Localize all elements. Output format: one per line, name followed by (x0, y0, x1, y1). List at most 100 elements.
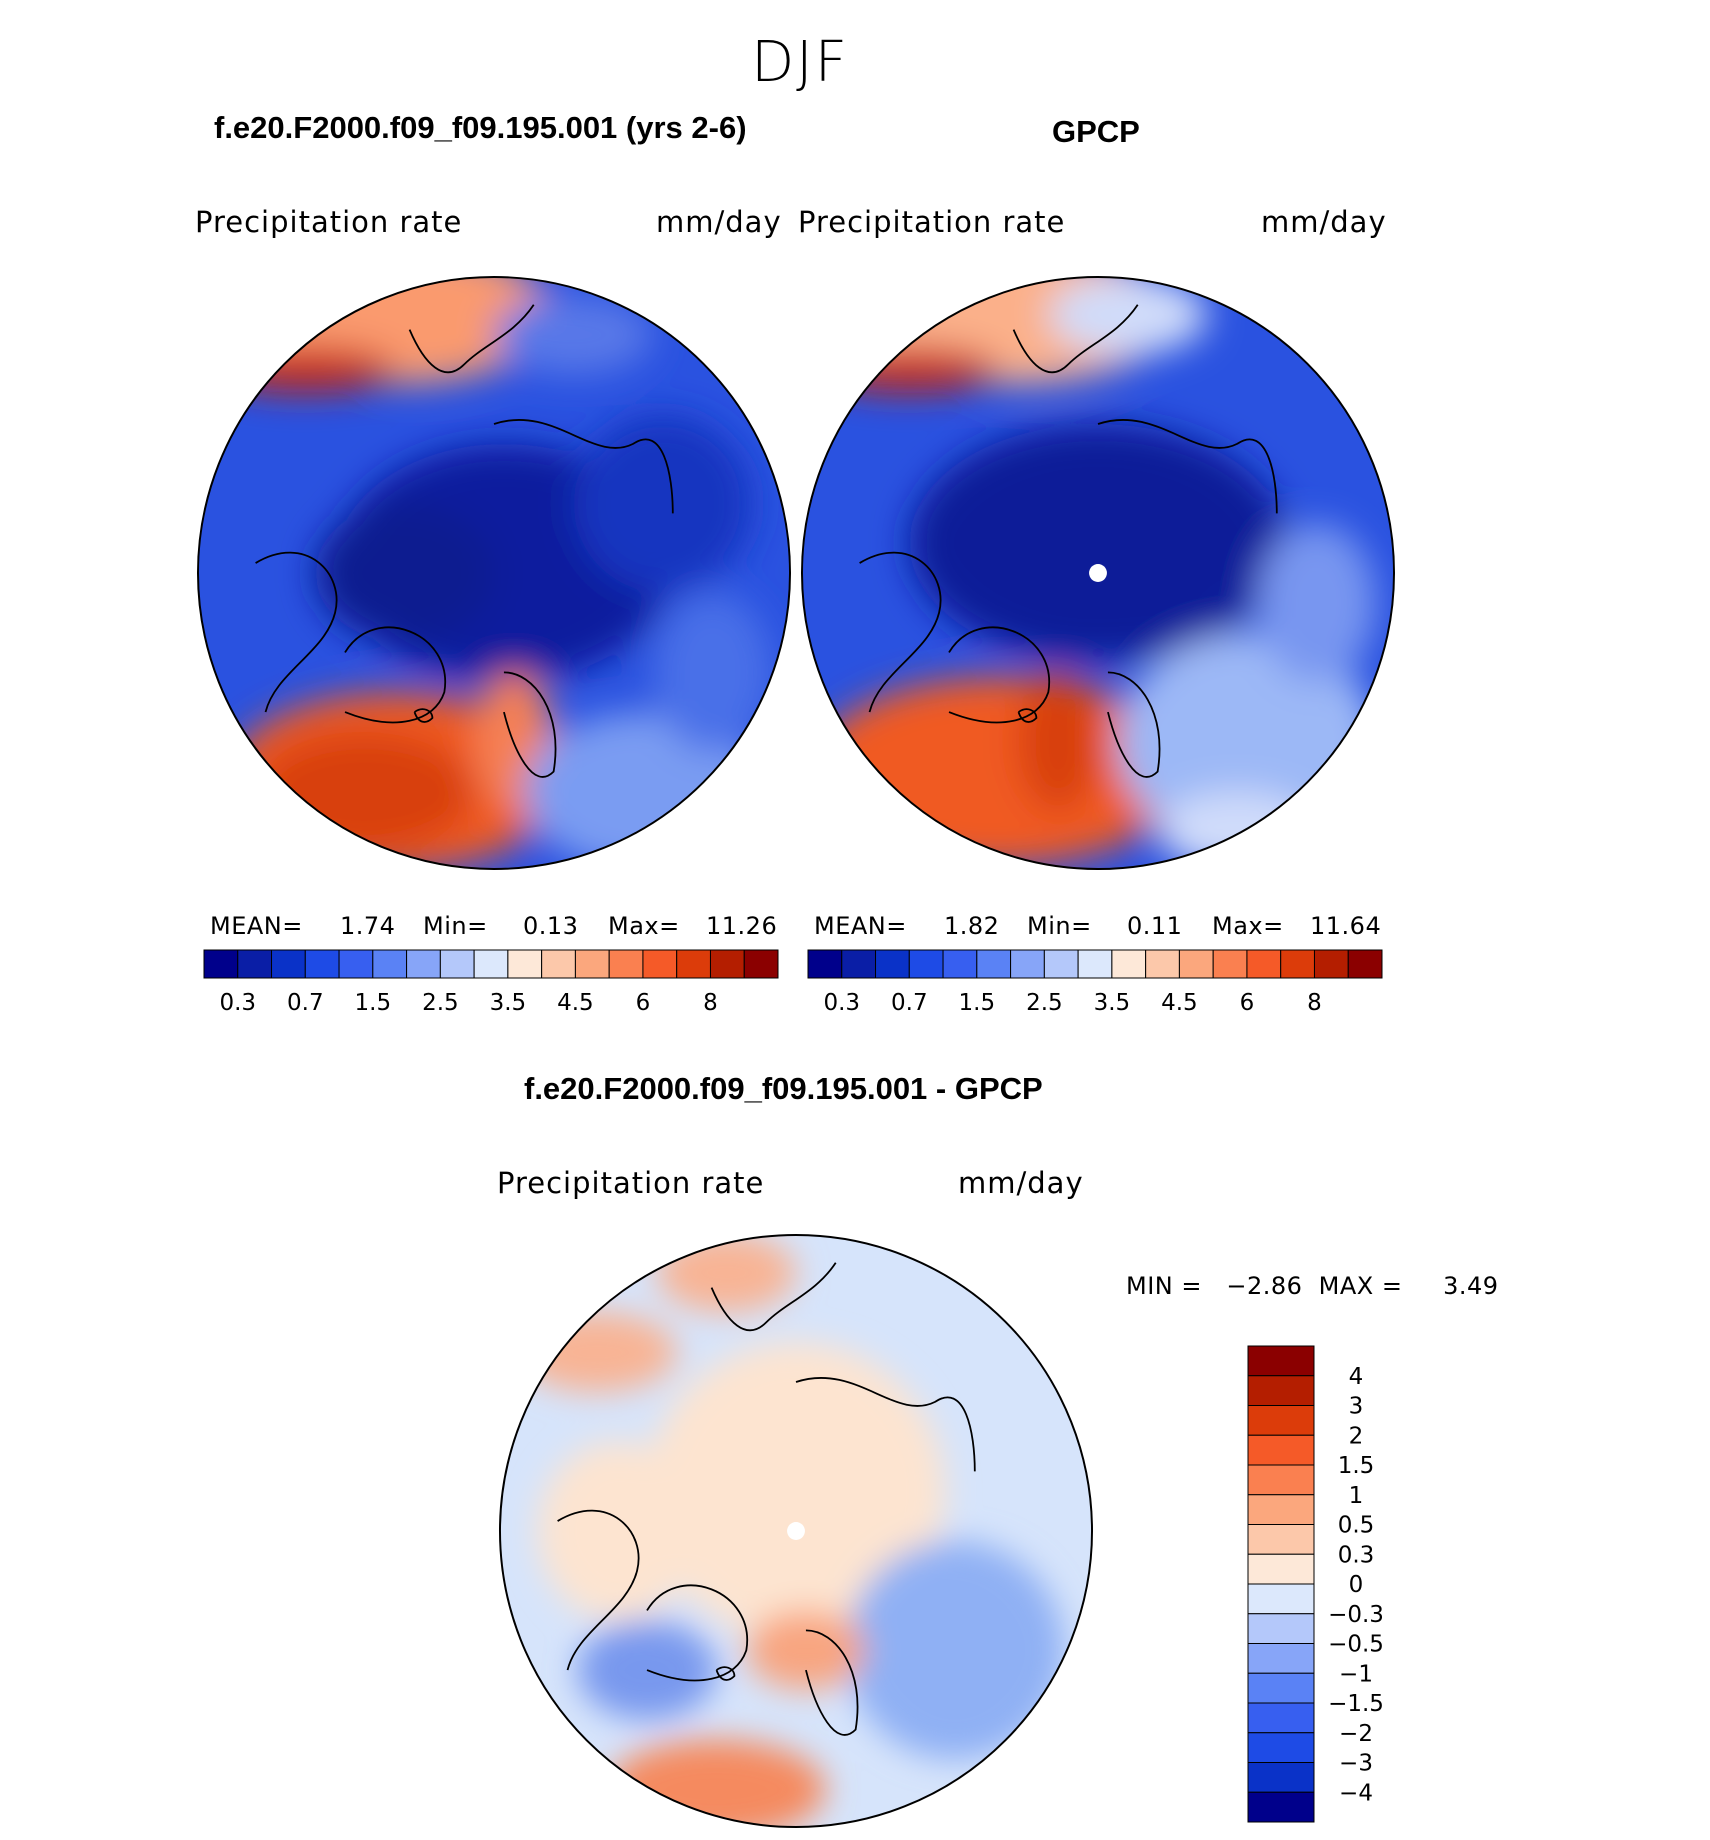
polar-map-obs (800, 275, 1396, 871)
colorbar-tick-label: 0.7 (891, 990, 928, 1016)
colorbar-swatch (1178, 949, 1214, 979)
colorbar-swatch (473, 949, 509, 979)
colorbar-swatch (1010, 949, 1045, 979)
colorbar-tick-label: 3.5 (1094, 990, 1131, 1016)
field-canada-positive (537, 1441, 697, 1621)
field-northpacific-core (215, 347, 395, 392)
field-northpacific-core (819, 347, 999, 392)
colorbar-swatch (743, 949, 779, 979)
colorbar-model: 0.3 0.7 1.5 2.5 3.5 4.5 6 8 (203, 949, 779, 1016)
coastline-iceland (413, 708, 434, 723)
colorbar-swatch (1247, 1375, 1315, 1406)
colorbar-tick-label: 2.5 (422, 990, 459, 1016)
field-natlantic-core (1018, 672, 1098, 812)
units-label-obs: mm/day (1261, 205, 1387, 239)
colorbar-swatch (1247, 1762, 1315, 1793)
coastline-siberia (493, 418, 674, 514)
colorbar-swatch (271, 949, 306, 979)
colorbar-swatch (1043, 949, 1079, 979)
min-label: Min= (423, 912, 488, 940)
colorbar-swatch (1247, 1672, 1315, 1704)
colorbar-tick-label: 1.5 (959, 990, 996, 1016)
coastline-canada (859, 551, 942, 713)
colorbar-swatch (976, 949, 1012, 979)
colorbar-swatch (709, 949, 745, 979)
coastline-canada (255, 551, 338, 713)
colorbar-tick-label: −2 (1339, 1721, 1373, 1747)
coastline-siberia (1097, 418, 1278, 514)
colorbar-swatch (372, 949, 408, 979)
variable-label-model: Precipitation rate (195, 205, 463, 239)
coastline-greenland (344, 626, 447, 724)
polar-map-model (196, 275, 792, 871)
coastline-scandinavia (1107, 671, 1161, 778)
colorbar-tick-label: −3 (1339, 1751, 1373, 1777)
colorbar-swatch (1247, 1732, 1315, 1763)
colorbar-swatch (875, 949, 910, 979)
colorbar-swatch (1280, 949, 1315, 979)
colorbar-tick-label: 0.3 (823, 990, 860, 1016)
colorbar-swatch (1313, 949, 1349, 979)
colorbar-swatch (1247, 1613, 1315, 1644)
colorbar-tick-label: 8 (703, 990, 718, 1016)
colorbar-swatch (1347, 949, 1383, 979)
coastline-iceland (715, 1666, 736, 1681)
colorbar-swatch (439, 949, 475, 979)
coastline-alaska (1012, 304, 1139, 374)
colorbar-swatch (807, 949, 843, 979)
colorbar-tick-label: 2.5 (1026, 990, 1063, 1016)
min-label: Min= (1027, 912, 1092, 940)
field-europe-negative (845, 1540, 1065, 1760)
colorbar-swatch (507, 949, 543, 979)
colorbar-tick-label: 2 (1349, 1423, 1364, 1449)
colorbar-tick-label: 4.5 (557, 990, 594, 1016)
colorbar-tick-label: 4.5 (1161, 990, 1198, 1016)
colorbar-swatch (203, 949, 239, 979)
max-label: Max= (1212, 912, 1284, 940)
field-alaska-positive (656, 1234, 796, 1313)
colorbar-swatch (1145, 949, 1180, 979)
max-label: Max= (608, 912, 680, 940)
mean-label: MEAN= (814, 912, 907, 940)
field-canada-low (315, 503, 494, 643)
polar-map-diff (498, 1233, 1094, 1829)
panel-title-model: f.e20.F2000.f09_f09.195.001 (yrs 2-6) (214, 110, 747, 145)
coastline-alaska (408, 304, 535, 374)
colorbar-swatch (1247, 1524, 1315, 1555)
field-arctic-core (909, 424, 1287, 663)
season-title: DJF (751, 30, 849, 95)
colorbar-swatch (338, 949, 374, 979)
colorbar-tick-label: 0.3 (219, 990, 256, 1016)
colorbar-swatch (1247, 1643, 1315, 1674)
map-boundary (196, 275, 792, 871)
colorbar-tick-label: 8 (1307, 990, 1322, 1016)
colorbar-swatch (1212, 949, 1248, 979)
field-natlantic-core (255, 731, 475, 852)
colorbar-swatch (1247, 1345, 1315, 1377)
field-beringia (494, 294, 653, 375)
coastline-canada (557, 1509, 640, 1671)
field-natlantic-positive (607, 1739, 826, 1828)
coastline-greenland (646, 1584, 749, 1682)
coastline-scandinavia (805, 1629, 859, 1736)
colorbar-swatch (1247, 1553, 1315, 1585)
colorbar-swatch (304, 949, 340, 979)
colorbar-tick-label: −1 (1339, 1661, 1373, 1687)
colorbar-tick-label: 0.7 (287, 990, 324, 1016)
colorbar-swatch (1247, 1494, 1315, 1525)
colorbar-tick-label: −0.3 (1328, 1602, 1384, 1628)
units-label-diff: mm/day (958, 1166, 1084, 1200)
colorbar-swatch (642, 949, 678, 979)
colorbar-swatch (608, 949, 644, 979)
colorbar-tick-label: −4 (1339, 1780, 1373, 1806)
colorbar-swatch (237, 949, 273, 979)
colorbar-swatch (908, 949, 944, 979)
coastline-siberia (795, 1376, 976, 1472)
colorbar-swatch (1077, 949, 1113, 979)
pole-mask (1089, 564, 1107, 582)
field-beringia (1048, 276, 1208, 355)
colorbar-swatch (1247, 1791, 1315, 1823)
colorbar-obs: 0.3 0.7 1.5 2.5 3.5 4.5 6 8 (807, 949, 1383, 1016)
colorbar-swatch (1247, 1464, 1315, 1496)
colorbar-swatch (1247, 1702, 1315, 1734)
